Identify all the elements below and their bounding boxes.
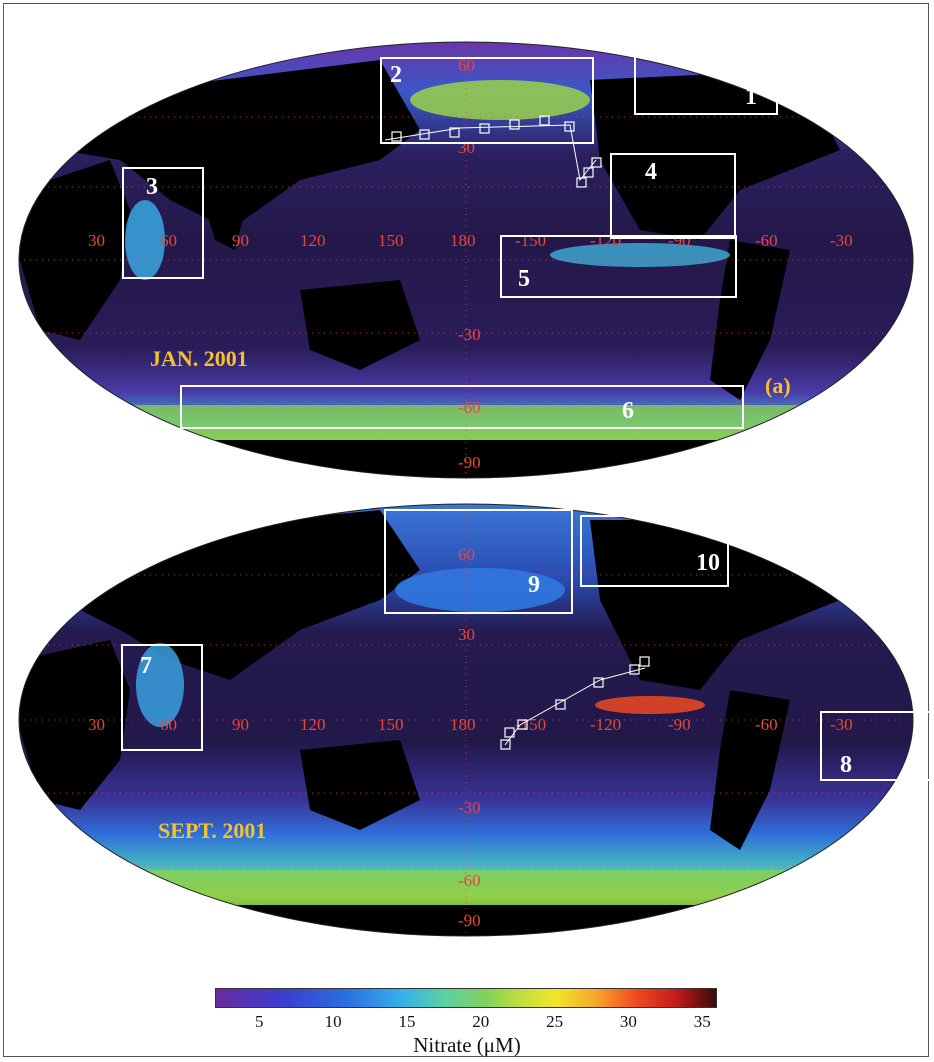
lat-label: -90 [458, 911, 481, 930]
lat-label: -30 [458, 325, 481, 344]
lon-label: 60 [160, 231, 177, 250]
lon-label: 30 [88, 231, 105, 250]
region-box-2 [380, 57, 594, 144]
region-box-8 [820, 711, 934, 781]
nitrate-patch-equatorial-pacific [550, 243, 730, 267]
lat-label: -60 [458, 871, 481, 890]
cruise-track [384, 124, 597, 182]
region-label-1: 1 [745, 84, 757, 110]
lon-label: 120 [300, 715, 326, 734]
landmass-australia [300, 280, 420, 370]
colorbar-tick: 10 [324, 1012, 342, 1031]
colorbar-tick: 35 [693, 1012, 711, 1031]
region-label-5: 5 [518, 266, 530, 292]
nitrate-patch-arabian-sea [136, 643, 184, 727]
figure-frame [3, 3, 929, 1057]
lat-label: 30 [458, 138, 475, 157]
map-panel-jan: 30 60 90 120 150 180 -150 -120 -90 -60 -… [18, 41, 914, 479]
lon-label: -90 [668, 231, 691, 250]
colorbar [215, 988, 717, 1008]
region-label-10: 10 [696, 550, 720, 576]
lon-label: 60 [160, 715, 177, 734]
lon-label: -120 [590, 715, 621, 734]
lon-label: -150 [515, 715, 546, 734]
lon-label: -120 [590, 231, 621, 250]
lat-label: -90 [458, 453, 481, 472]
colorbar-ticks: 5 10 15 20 25 30 35 [215, 1012, 717, 1034]
region-box-5 [500, 235, 737, 298]
landmass-india [200, 190, 250, 250]
map-panel-sept: 30 60 90 120 150 180 -150 -120 -90 -60 -… [18, 503, 934, 937]
lon-label: 30 [88, 715, 105, 734]
landmass-australia [300, 740, 420, 830]
lon-label: 90 [232, 715, 249, 734]
nitrate-patch-arabian-sea [125, 200, 165, 280]
region-box-1 [634, 55, 778, 115]
lon-label: 150 [378, 715, 404, 734]
colorbar-tick: 5 [255, 1012, 264, 1031]
lon-label: 180 [450, 715, 476, 734]
panel-title: JAN. 2001 [150, 346, 248, 371]
colorbar-tick: 25 [546, 1012, 564, 1031]
region-label-8: 8 [840, 752, 852, 778]
colorbar-label: Nitrate (μM) [413, 1033, 521, 1057]
region-label-3: 3 [146, 174, 158, 200]
lon-label: -150 [515, 231, 546, 250]
colorbar-tick: 15 [398, 1012, 416, 1031]
lat-label: -60 [458, 398, 481, 417]
panel-letter: (a) [765, 373, 791, 398]
region-box-6 [180, 385, 744, 429]
region-label-2: 2 [390, 62, 402, 88]
lon-label: -90 [668, 715, 691, 734]
lon-label: 120 [300, 231, 326, 250]
cruise-track [504, 667, 646, 746]
region-box-9 [384, 509, 573, 614]
region-box-3 [122, 167, 204, 279]
nitrate-patch-equatorial-pacific [595, 696, 705, 714]
landmass-south-america [710, 240, 790, 400]
region-box-4 [610, 153, 736, 239]
region-label-9: 9 [528, 572, 540, 598]
lon-label: 180 [450, 231, 476, 250]
panel-title: SEPT. 2001 [158, 818, 266, 843]
region-box-10 [580, 515, 729, 587]
region-label-4: 4 [645, 159, 657, 185]
lon-label: -30 [830, 715, 853, 734]
lon-label: -60 [755, 715, 778, 734]
region-box-7 [121, 644, 203, 751]
colorbar-tick: 30 [619, 1012, 637, 1031]
lat-label: 60 [458, 56, 475, 75]
region-label-6: 6 [622, 398, 634, 424]
landmass-africa [20, 160, 130, 340]
lon-label: -60 [755, 231, 778, 250]
colorbar-tick: 20 [472, 1012, 490, 1031]
landmass-south-america [710, 690, 790, 850]
lon-label: 90 [232, 231, 249, 250]
lat-label: 60 [458, 545, 475, 564]
landmass-africa [20, 640, 130, 810]
lon-label: 150 [378, 231, 404, 250]
region-label-7: 7 [140, 653, 152, 679]
nitrate-patch-north-pacific [410, 80, 590, 120]
lat-label: -30 [458, 798, 481, 817]
lon-label: -30 [830, 231, 853, 250]
lat-label: 30 [458, 625, 475, 644]
nitrate-patch-north-pacific [395, 568, 565, 612]
